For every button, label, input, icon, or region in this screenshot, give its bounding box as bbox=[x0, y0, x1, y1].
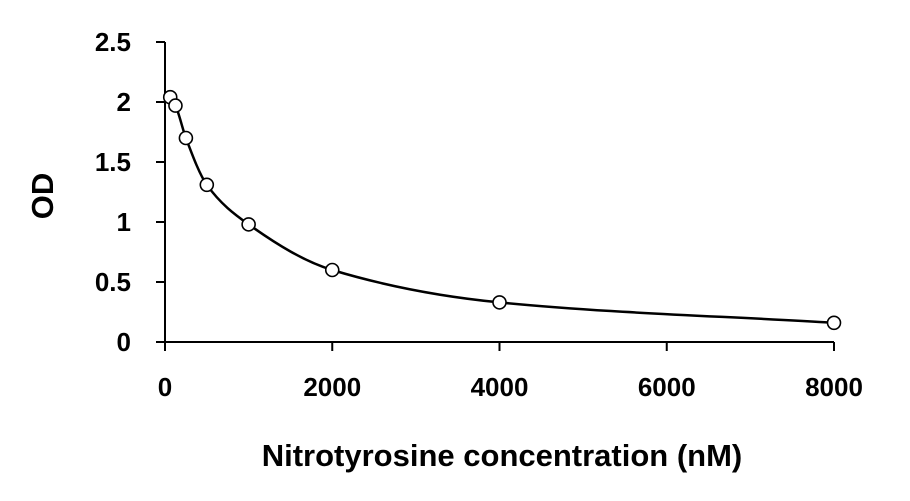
axes bbox=[156, 41, 835, 351]
y-axis-title: OD bbox=[25, 173, 60, 220]
y-tick-label: 0.5 bbox=[95, 267, 131, 297]
x-tick-label: 6000 bbox=[638, 372, 696, 402]
data-point bbox=[492, 295, 507, 310]
y-tick-label: 2 bbox=[117, 87, 131, 117]
data-points bbox=[162, 89, 842, 331]
y-tick-label: 2.5 bbox=[95, 27, 131, 57]
data-point bbox=[199, 177, 215, 193]
data-point bbox=[826, 315, 842, 331]
y-tick-label: 0 bbox=[117, 327, 131, 357]
x-tick-label: 4000 bbox=[471, 372, 529, 402]
data-point bbox=[324, 262, 340, 278]
x-axis-title: Nitrotyrosine concentration (nM) bbox=[262, 438, 743, 473]
x-tick-label: 2000 bbox=[303, 372, 361, 402]
y-tick-label: 1 bbox=[117, 207, 131, 237]
x-tick-label: 8000 bbox=[805, 372, 863, 402]
x-tick-label: 0 bbox=[158, 372, 172, 402]
tick-labels: 0 0.5 1 1.5 2 2.5 0 2000 4000 6000 8000 bbox=[95, 27, 863, 402]
fit-curve bbox=[169, 96, 835, 325]
data-point bbox=[168, 98, 183, 113]
data-point bbox=[178, 130, 194, 146]
data-point bbox=[241, 217, 256, 232]
y-tick-label: 1.5 bbox=[95, 147, 131, 177]
